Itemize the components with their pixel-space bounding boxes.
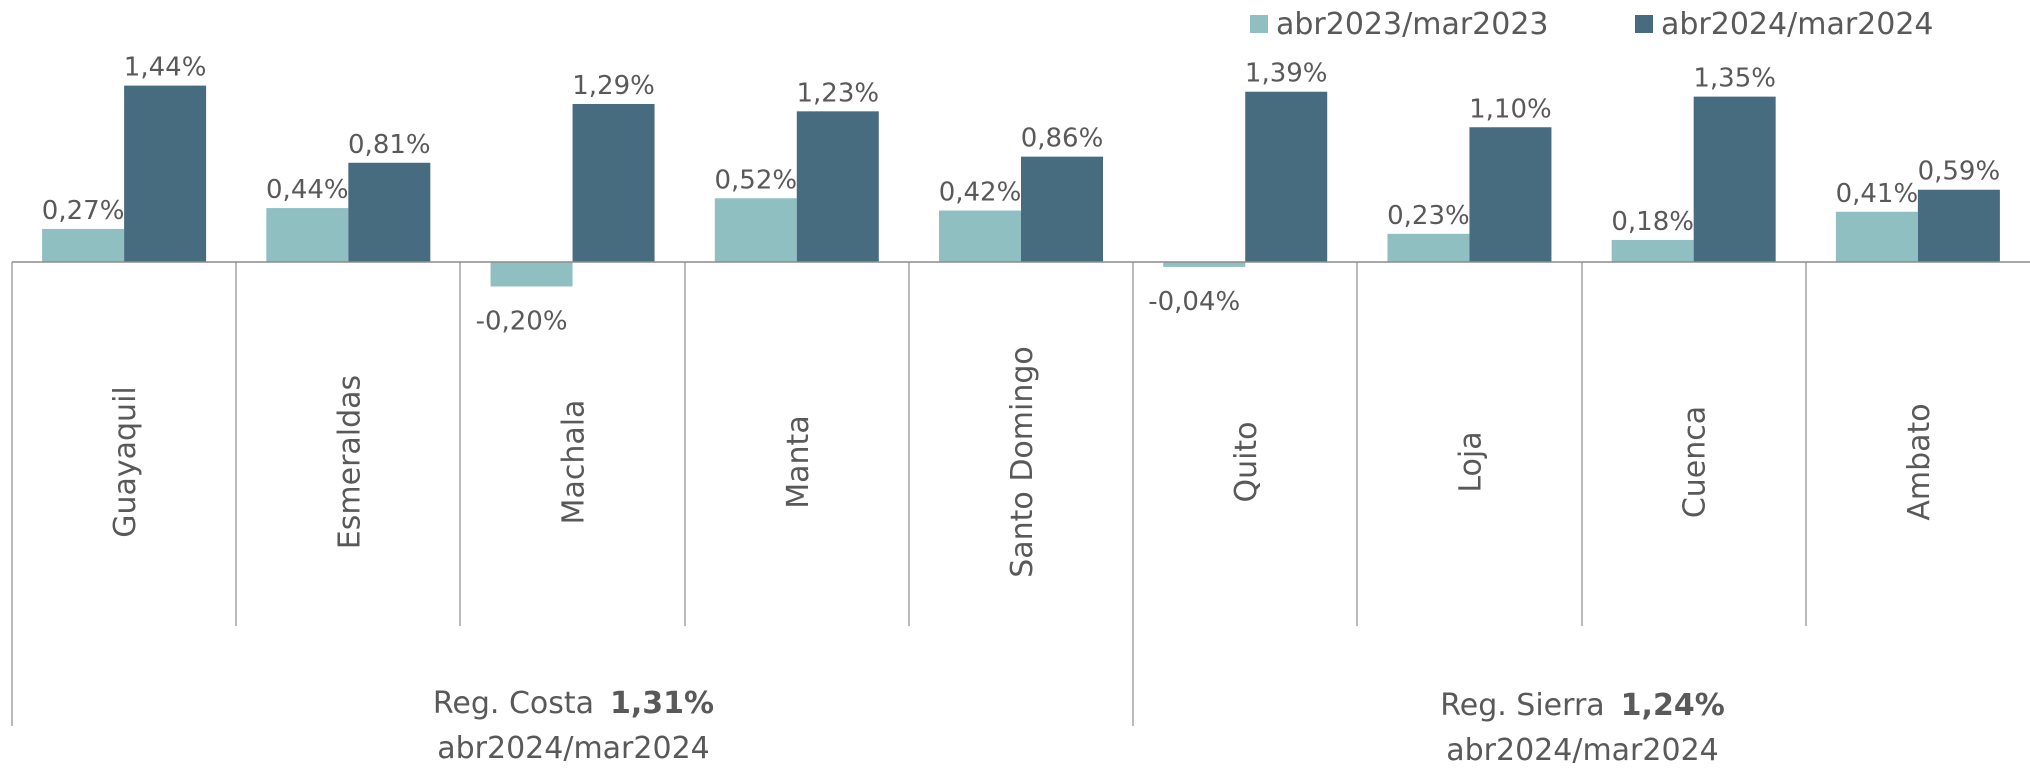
bar-ambato-s1 <box>1835 211 1918 262</box>
region-value-costa: 1,31% <box>610 686 715 721</box>
data-label-ambato-s2: 0,59% <box>1918 157 2001 187</box>
category-label-manta: Manta <box>781 415 816 508</box>
data-label-cuenca-s2: 1,35% <box>1693 64 1776 94</box>
legend-label-series2: abr2024/mar2024 <box>1661 6 1934 42</box>
region-period-sierra: abr2024/mar2024 <box>1446 733 1719 768</box>
bar-cuenca-s2 <box>1693 96 1776 262</box>
data-label-loja-s2: 1,10% <box>1469 94 1552 124</box>
bar-cuenca-s1 <box>1611 239 1694 262</box>
category-label-esmeraldas: Esmeraldas <box>332 375 367 549</box>
bar-guayaquil-s1 <box>42 228 125 262</box>
bar-manta-s1 <box>714 198 797 262</box>
data-label-quito-s2: 1,39% <box>1245 59 1328 89</box>
data-label-loja-s1: 0,23% <box>1387 201 1470 231</box>
data-label-santo-domingo-s1: 0,42% <box>939 178 1022 208</box>
data-label-machala-s1: -0,20% <box>476 307 568 337</box>
bar-machala-s2 <box>572 103 655 262</box>
bar-quito-s1 <box>1163 262 1246 267</box>
data-label-esmeraldas-s2: 0,81% <box>348 130 431 160</box>
data-label-guayaquil-s1: 0,27% <box>42 196 125 226</box>
data-label-guayaquil-s2: 1,44% <box>124 53 207 83</box>
bar-manta-s2 <box>796 111 879 262</box>
category-label-machala: Machala <box>557 400 592 525</box>
legend-item-series2: abr2024/mar2024 <box>1635 4 1934 44</box>
bar-esmeraldas-s2 <box>348 162 431 262</box>
bar-machala-s1 <box>490 262 573 287</box>
data-label-manta-s2: 1,23% <box>796 78 879 108</box>
category-label-ambato: Ambato <box>1902 403 1937 520</box>
bar-loja-s2 <box>1469 127 1552 262</box>
region-label-costa: Reg. Costa 1,31% abr2024/mar2024 <box>12 681 1135 771</box>
data-label-esmeraldas-s1: 0,44% <box>266 175 349 205</box>
region-value-sierra: 1,24% <box>1620 688 1725 723</box>
bar-ambato-s2 <box>1917 189 2000 262</box>
bar-santo-domingo-s1 <box>939 210 1021 262</box>
data-label-manta-s1: 0,52% <box>714 165 797 195</box>
category-label-guayaquil: Guayaquil <box>108 386 143 538</box>
legend-swatch-series1 <box>1250 15 1268 33</box>
region-name-sierra: Reg. Sierra <box>1440 688 1605 723</box>
region-period-costa: abr2024/mar2024 <box>437 731 710 766</box>
bar-santo-domingo-s2 <box>1021 156 1103 262</box>
legend-label-series1: abr2023/mar2023 <box>1276 6 1549 42</box>
category-label-loja: Loja <box>1453 431 1488 492</box>
legend-item-series1: abr2023/mar2023 <box>1250 4 1549 44</box>
data-label-machala-s2: 1,29% <box>572 71 655 101</box>
category-label-quito: Quito <box>1229 421 1264 502</box>
data-label-cuenca-s1: 0,18% <box>1611 207 1694 237</box>
category-label-cuenca: Cuenca <box>1678 406 1713 518</box>
bar-guayaquil-s2 <box>124 85 207 262</box>
data-label-quito-s1: -0,04% <box>1148 287 1240 317</box>
bar-loja-s1 <box>1387 233 1470 262</box>
data-label-ambato-s1: 0,41% <box>1836 179 1919 209</box>
region-label-sierra: Reg. Sierra 1,24% abr2024/mar2024 <box>1135 683 2030 773</box>
region-name-costa: Reg. Costa <box>432 686 595 721</box>
legend-swatch-series2 <box>1635 15 1653 33</box>
bar-esmeraldas-s1 <box>266 208 349 262</box>
data-label-santo-domingo-s2: 0,86% <box>1021 124 1104 154</box>
bar-quito-s2 <box>1245 91 1328 262</box>
category-label-santo-domingo: Santo Domingo <box>1005 346 1040 578</box>
